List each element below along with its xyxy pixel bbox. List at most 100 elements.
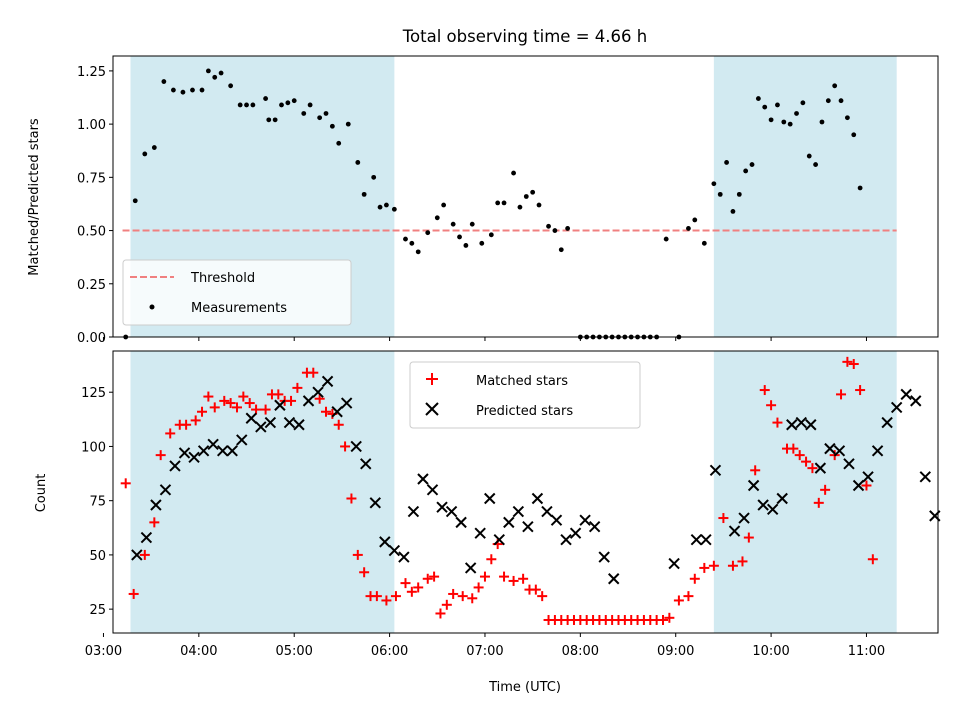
predicted-star-point bbox=[890, 401, 903, 414]
predicted-star-point bbox=[207, 438, 219, 450]
measurement-point bbox=[663, 236, 669, 242]
measurement-point bbox=[800, 100, 806, 106]
measurement-point bbox=[768, 117, 774, 123]
measurement-point bbox=[552, 228, 558, 233]
predicted-star-point bbox=[178, 447, 191, 459]
measurement-point bbox=[825, 98, 831, 104]
matched-star-point bbox=[658, 614, 668, 625]
predicted-star-point bbox=[255, 421, 267, 433]
matched-star-point bbox=[181, 419, 192, 430]
predicted-star-point bbox=[302, 395, 315, 407]
predicted-star-point bbox=[766, 503, 779, 516]
measurement-point bbox=[425, 230, 431, 236]
matched-star-point bbox=[203, 391, 214, 402]
matched-star-point bbox=[359, 567, 370, 578]
predicted-star-point bbox=[340, 397, 353, 409]
measurement-point bbox=[530, 189, 536, 195]
predicted-star-point bbox=[236, 434, 248, 446]
matched-star-point bbox=[867, 554, 878, 565]
predicted-star-point bbox=[776, 492, 788, 505]
predicted-star-point bbox=[579, 514, 591, 526]
measurement-point bbox=[755, 96, 761, 101]
matched-star-point bbox=[286, 395, 297, 406]
y-tick-label: 100 bbox=[81, 440, 106, 455]
measurement-point bbox=[355, 160, 361, 165]
predicted-star-point bbox=[388, 544, 401, 557]
predicted-star-point bbox=[531, 492, 544, 505]
matched-star-point bbox=[244, 398, 255, 409]
matched-star-point bbox=[429, 571, 440, 582]
predicted-star-point bbox=[312, 386, 324, 398]
measurement-point bbox=[457, 234, 462, 240]
matched-star-point bbox=[718, 513, 729, 524]
measurement-point bbox=[787, 121, 793, 127]
measurement-point bbox=[501, 200, 507, 206]
measurement-point bbox=[285, 100, 291, 106]
x-tick-label: 11:00 bbox=[848, 644, 885, 659]
predicted-star-point bbox=[541, 505, 553, 518]
shaded-interval bbox=[130, 351, 395, 633]
matched-star-point bbox=[352, 549, 363, 560]
matched-star-point bbox=[251, 404, 262, 415]
matched-star-point bbox=[219, 395, 230, 406]
matched-star-point bbox=[441, 599, 452, 610]
matched-star-point bbox=[759, 385, 770, 396]
measurement-point bbox=[161, 79, 167, 84]
matched-star-point bbox=[209, 402, 220, 413]
measurement-point bbox=[190, 87, 195, 93]
matched-star-point bbox=[292, 382, 303, 393]
measurement-point bbox=[415, 249, 421, 255]
measurement-point bbox=[536, 202, 542, 208]
predicted-star-point bbox=[881, 416, 893, 429]
measurement-point bbox=[291, 98, 297, 104]
predicted-star-point bbox=[919, 471, 931, 483]
measurement-point bbox=[307, 102, 313, 108]
measurement-point bbox=[132, 198, 138, 204]
predicted-star-point bbox=[398, 551, 410, 563]
matched-star-point bbox=[231, 402, 242, 413]
predicted-star-point bbox=[484, 492, 496, 505]
measurement-point bbox=[151, 145, 157, 150]
matched-star-point bbox=[314, 393, 325, 404]
matched-star-point bbox=[836, 389, 847, 400]
matched-star-point bbox=[820, 484, 831, 495]
matched-star-point bbox=[413, 582, 424, 593]
matched-star-point bbox=[813, 497, 824, 508]
matched-star-point bbox=[664, 612, 675, 623]
measurement-point bbox=[523, 194, 529, 199]
measurement-point bbox=[361, 191, 367, 197]
measurement-point bbox=[266, 117, 272, 123]
predicted-star-point bbox=[871, 445, 884, 457]
measurement-point bbox=[384, 202, 389, 208]
matched-star-point bbox=[855, 385, 866, 396]
measurement-point bbox=[724, 160, 729, 165]
y-tick-label: 0.75 bbox=[77, 171, 106, 186]
matched-star-point bbox=[673, 595, 684, 606]
measurement-point bbox=[171, 87, 176, 93]
matched-star-point bbox=[842, 356, 853, 367]
measurement-point bbox=[205, 68, 211, 74]
predicted-star-point bbox=[700, 534, 712, 546]
matched-star-point bbox=[708, 560, 719, 571]
predicted-star-point bbox=[550, 514, 563, 526]
predicted-star-point bbox=[140, 531, 153, 544]
matched-star-point bbox=[788, 443, 799, 454]
predicted-star-point bbox=[833, 445, 846, 457]
matched-star-point bbox=[486, 554, 497, 565]
bottom-legend-matched-swatch bbox=[426, 373, 438, 385]
matched-star-point bbox=[190, 415, 201, 426]
x-tick-label: 03:00 bbox=[85, 644, 122, 659]
predicted-star-point bbox=[274, 399, 286, 411]
measurement-point bbox=[272, 117, 278, 123]
measurement-point bbox=[329, 123, 335, 129]
measurement-point bbox=[345, 121, 351, 127]
measurement-point bbox=[749, 162, 755, 167]
predicted-star-point bbox=[522, 521, 534, 533]
shaded-interval bbox=[713, 351, 897, 633]
measurement-point bbox=[775, 102, 780, 108]
measurement-point bbox=[743, 168, 749, 174]
predicted-star-point bbox=[216, 445, 229, 457]
matched-star-point bbox=[435, 608, 446, 619]
measurement-point bbox=[263, 96, 269, 101]
matched-star-point bbox=[390, 591, 401, 602]
